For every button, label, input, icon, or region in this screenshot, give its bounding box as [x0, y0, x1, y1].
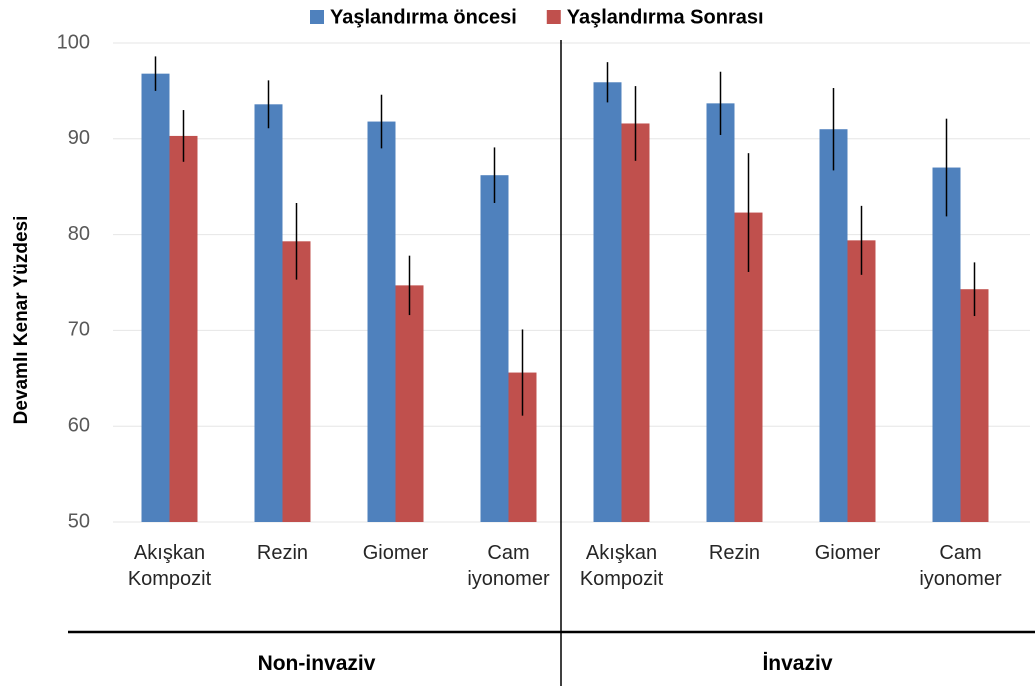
- bar: [932, 167, 961, 523]
- bar: [706, 103, 735, 522]
- bar: [367, 121, 396, 522]
- x-tick-label: Rezin: [708, 542, 761, 564]
- bar: [169, 135, 198, 522]
- legend-swatch: [546, 10, 561, 24]
- x-tick-label: Cam iyonomer: [919, 542, 1002, 590]
- bar: [819, 129, 848, 522]
- y-tick-label: 70: [68, 319, 90, 341]
- bar: [395, 285, 424, 522]
- bar: [960, 289, 989, 522]
- x-tick-label: Akışkan Kompozit: [579, 542, 664, 590]
- group-label: İnvaziv: [762, 652, 833, 675]
- x-tick-label: Giomer: [814, 542, 881, 564]
- y-axis-title: Devamlı Kenar Yüzdesi: [11, 216, 32, 425]
- bar: [254, 104, 283, 522]
- y-tick-label: 90: [68, 127, 90, 149]
- bar: [282, 241, 311, 522]
- y-tick-label: 50: [68, 510, 90, 532]
- x-tick-label: Akışkan Kompozit: [127, 542, 212, 590]
- x-tick-label: Rezin: [256, 542, 309, 564]
- bar: [593, 82, 622, 522]
- x-tick-label: Cam iyonomer: [467, 542, 550, 590]
- x-tick-label: Giomer: [362, 542, 429, 564]
- bar: [621, 123, 650, 523]
- legend-swatch: [310, 10, 324, 24]
- y-tick-label: 80: [68, 223, 90, 245]
- legend-label: Yaşlandırma öncesi: [330, 6, 517, 28]
- group-label: Non-invaziv: [257, 652, 376, 675]
- bar: [141, 73, 170, 522]
- bar: [480, 175, 509, 523]
- legend-label: Yaşlandırma Sonrası: [567, 6, 764, 28]
- bar: [847, 240, 876, 522]
- y-tick-label: 60: [68, 414, 90, 436]
- y-tick-label: 100: [57, 31, 90, 53]
